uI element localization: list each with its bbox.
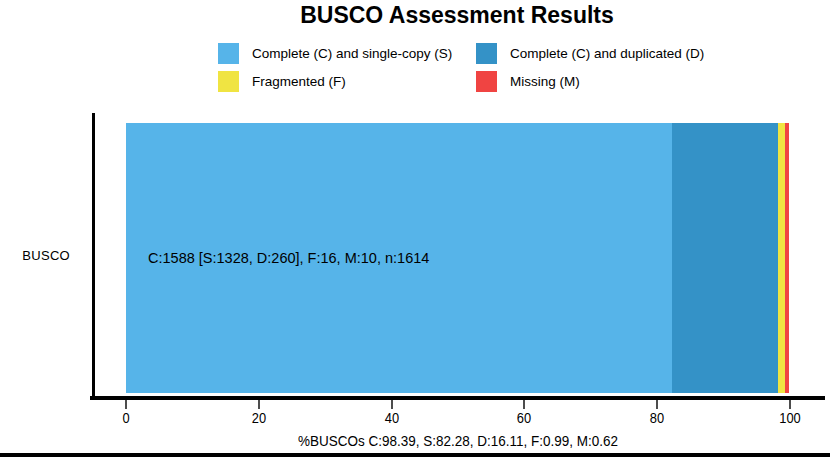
y-axis-label: BUSCO (0, 248, 70, 263)
legend-swatch (218, 43, 239, 64)
busco-bar: C:1588 [S:1328, D:260], F:16, M:10, n:16… (126, 123, 789, 393)
legend-item-4: Missing (M) (476, 71, 704, 92)
bar-segment-4 (785, 123, 789, 393)
legend-swatch (218, 71, 239, 92)
bottom-border (0, 453, 830, 457)
legend: Complete (C) and single-copy (S) Complete… (218, 43, 704, 92)
x-tick (656, 400, 658, 409)
busco-assessment-figure: BUSCO Assessment Results Complete (C) an… (0, 0, 830, 457)
legend-item-1: Complete (C) and single-copy (S) (218, 43, 476, 64)
chart-title: BUSCO Assessment Results (84, 2, 830, 29)
legend-item-2: Complete (C) and duplicated (D) (476, 43, 704, 64)
x-tick-label: 60 (497, 410, 552, 426)
legend-item-3: Fragmented (F) (218, 71, 476, 92)
legend-label: Missing (M) (510, 74, 580, 89)
x-tick (258, 400, 260, 409)
x-tick (789, 400, 791, 409)
y-axis-line (92, 113, 95, 400)
x-tick-label: 80 (630, 410, 685, 426)
x-tick (391, 400, 393, 409)
x-tick-label: 100 (762, 410, 817, 426)
x-tick (125, 400, 127, 409)
legend-swatch (476, 43, 497, 64)
x-ticks: 020406080100 (126, 400, 790, 432)
bar-segment-2 (672, 123, 779, 393)
bar-inner-label: C:1588 [S:1328, D:260], F:16, M:10, n:16… (148, 250, 429, 266)
x-tick-label: 0 (98, 410, 153, 426)
x-tick-label: 20 (231, 410, 286, 426)
x-tick (523, 400, 525, 409)
legend-label: Fragmented (F) (252, 74, 346, 89)
legend-label: Complete (C) and duplicated (D) (510, 46, 704, 61)
legend-label: Complete (C) and single-copy (S) (252, 46, 452, 61)
x-tick-label: 40 (364, 410, 419, 426)
x-axis-title: %BUSCOs C:98.39, S:82.28, D:16.11, F:0.9… (179, 433, 737, 449)
legend-swatch (476, 71, 497, 92)
